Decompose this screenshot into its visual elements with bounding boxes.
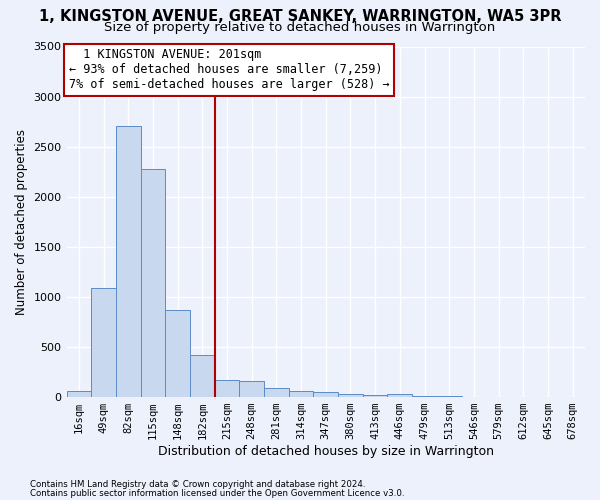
- X-axis label: Distribution of detached houses by size in Warrington: Distribution of detached houses by size …: [158, 444, 494, 458]
- Text: Contains HM Land Registry data © Crown copyright and database right 2024.: Contains HM Land Registry data © Crown c…: [30, 480, 365, 489]
- Bar: [264, 388, 289, 396]
- Bar: [190, 354, 215, 397]
- Text: Size of property relative to detached houses in Warrington: Size of property relative to detached ho…: [104, 21, 496, 34]
- Bar: [140, 168, 165, 396]
- Bar: [289, 391, 313, 396]
- Y-axis label: Number of detached properties: Number of detached properties: [15, 128, 28, 314]
- Bar: [388, 394, 412, 396]
- Text: 1 KINGSTON AVENUE: 201sqm  
← 93% of detached houses are smaller (7,259)
7% of s: 1 KINGSTON AVENUE: 201sqm ← 93% of detac…: [69, 48, 390, 92]
- Bar: [338, 394, 363, 396]
- Bar: [165, 310, 190, 396]
- Bar: [67, 391, 91, 396]
- Text: Contains public sector information licensed under the Open Government Licence v3: Contains public sector information licen…: [30, 488, 404, 498]
- Bar: [363, 394, 388, 396]
- Bar: [91, 288, 116, 397]
- Bar: [313, 392, 338, 396]
- Bar: [239, 380, 264, 396]
- Text: 1, KINGSTON AVENUE, GREAT SANKEY, WARRINGTON, WA5 3PR: 1, KINGSTON AVENUE, GREAT SANKEY, WARRIN…: [39, 9, 561, 24]
- Bar: [215, 380, 239, 396]
- Bar: [116, 126, 140, 396]
